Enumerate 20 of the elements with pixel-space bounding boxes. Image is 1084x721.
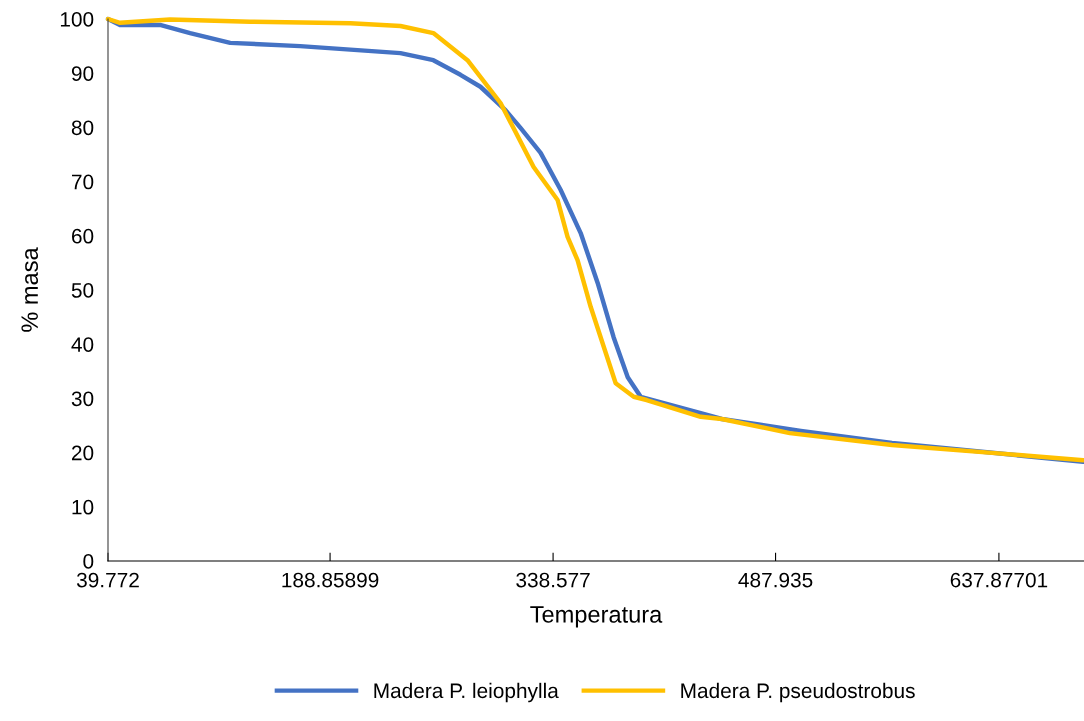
x-tick-label: 338.577 bbox=[516, 572, 590, 588]
y-tick-label: 100 bbox=[60, 12, 94, 27]
y-tick-label: 40 bbox=[71, 337, 94, 352]
x-axis-title: Temperatura bbox=[530, 606, 663, 628]
y-tick-label: 10 bbox=[72, 499, 94, 515]
x-tick-label: 39.772 bbox=[76, 572, 139, 588]
y-tick-label: 80 bbox=[71, 120, 94, 136]
y-tick-label: 70 bbox=[72, 174, 94, 190]
x-tick-label: 637.87701 bbox=[950, 572, 1048, 588]
y-tick-label: 50 bbox=[71, 283, 94, 298]
y-tick-label: 0 bbox=[83, 554, 94, 569]
legend-label: Madera P. pseudostrobus bbox=[681, 682, 915, 703]
x-tick-label: 188.85899 bbox=[282, 572, 379, 588]
y-tick-label: 60 bbox=[72, 228, 94, 244]
y-axis-title: % masa bbox=[21, 247, 39, 332]
y-tick-label: 20 bbox=[71, 445, 94, 461]
y-tick-label: 30 bbox=[71, 391, 94, 407]
y-tick-label: 90 bbox=[71, 66, 94, 81]
x-tick-label: 487.935 bbox=[738, 572, 813, 588]
legend-label: Madera P. leiophylla bbox=[374, 682, 559, 703]
